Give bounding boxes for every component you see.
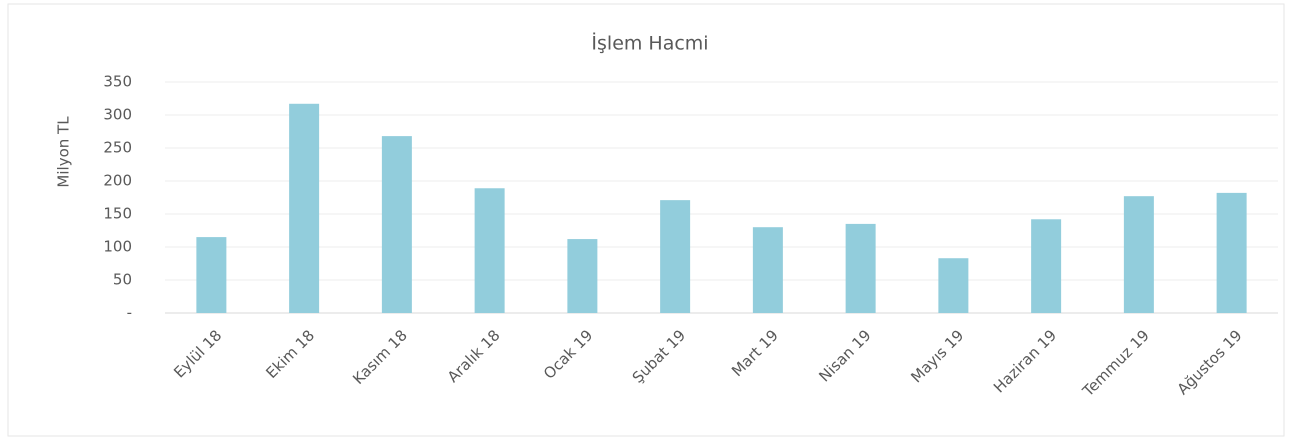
bar (381, 136, 412, 313)
y-tick-label: 250 (103, 139, 132, 157)
y-tick-label: 300 (103, 106, 132, 124)
y-axis-label: Milyon TL (55, 116, 73, 188)
y-tick-label: 150 (103, 205, 132, 223)
bar (938, 258, 969, 313)
y-tick-label: 200 (103, 172, 132, 190)
chart-frame (7, 3, 1285, 437)
bar (752, 227, 783, 313)
bar (1216, 192, 1247, 313)
bar (1123, 196, 1154, 313)
bar (567, 239, 598, 313)
chart-title: İşlem Hacmi (591, 32, 708, 55)
bar (289, 103, 320, 313)
bar (196, 237, 227, 313)
y-tick-label: 100 (103, 238, 132, 256)
y-tick-label: - (127, 304, 132, 322)
bar (845, 223, 876, 313)
y-tick-label: 50 (113, 271, 132, 289)
bar (1031, 219, 1062, 313)
y-tick-label: 350 (103, 73, 132, 91)
bar (660, 200, 691, 313)
bar (474, 188, 505, 313)
